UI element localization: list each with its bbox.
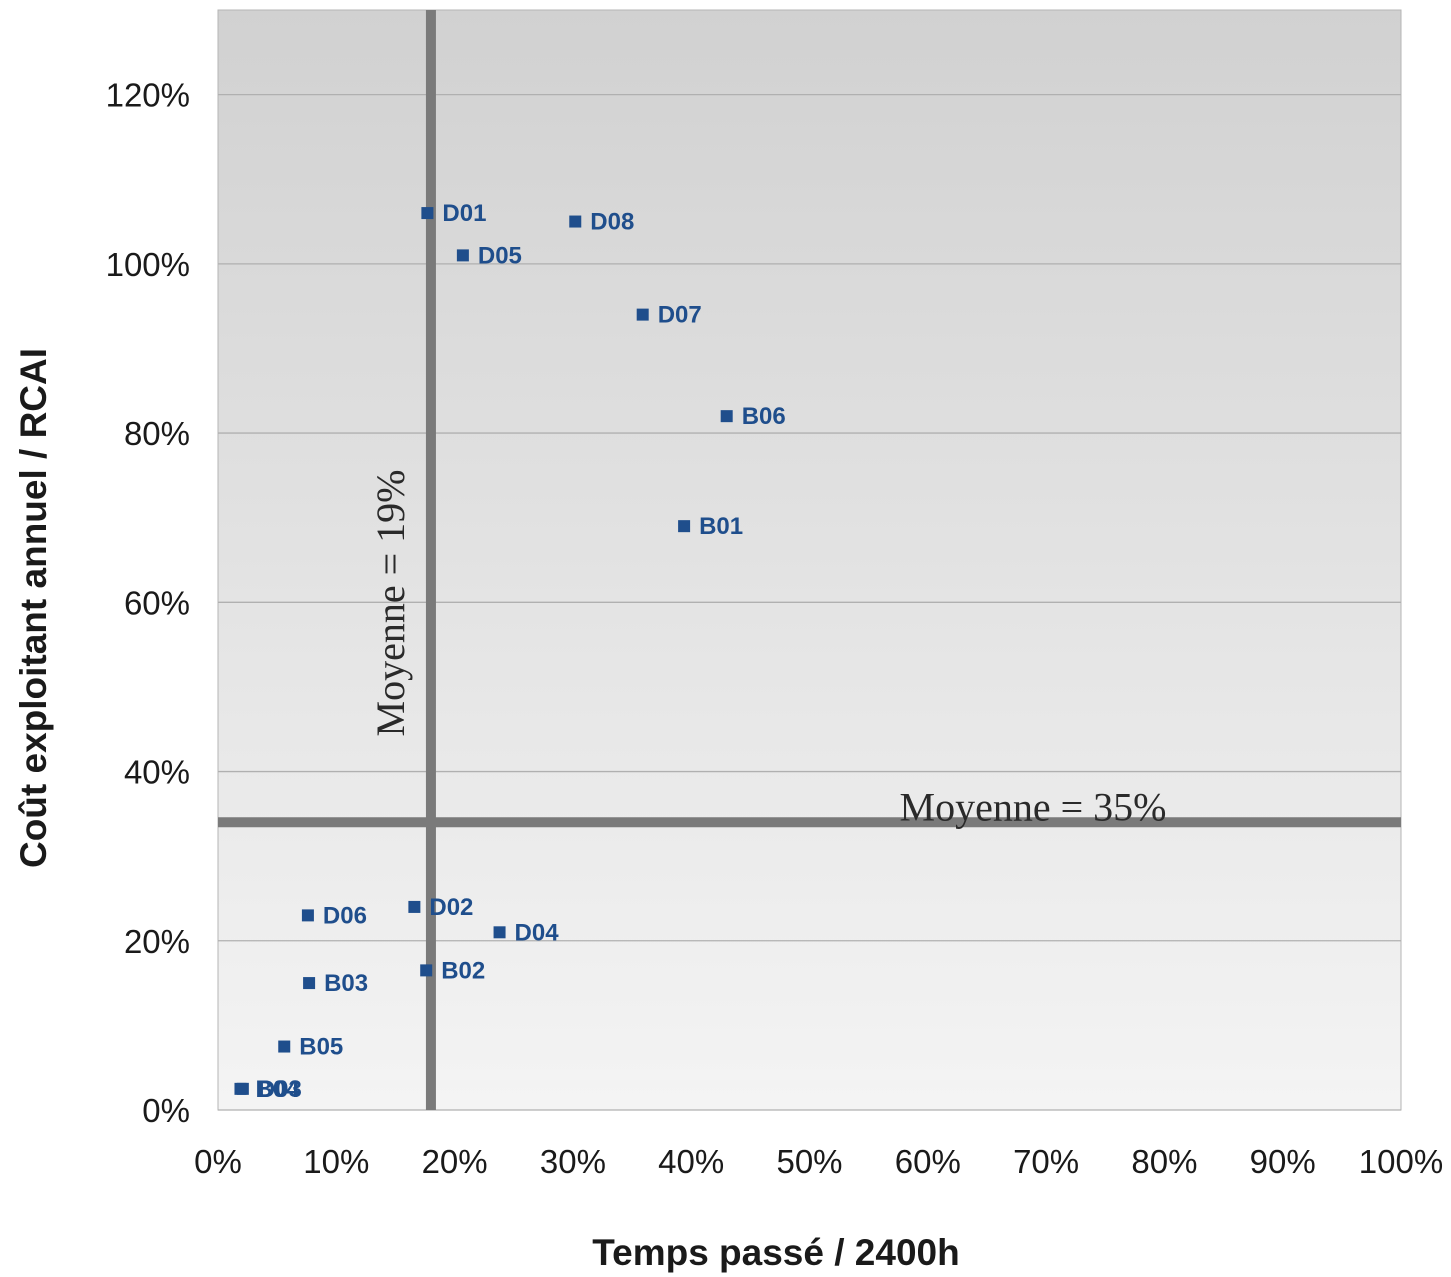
y-axis-title: Coût exploitant annuel / RCAI	[13, 348, 54, 868]
data-point-d02	[408, 900, 421, 913]
y-tick-label: 100%	[106, 246, 190, 283]
mean-label-x: Moyenne = 19%	[368, 470, 413, 737]
plot-area	[217, 9, 1402, 1111]
data-point-b02	[420, 964, 433, 977]
x-tick-label: 80%	[1131, 1143, 1197, 1180]
data-label-b04: B04	[255, 1076, 300, 1103]
data-label-d05: D05	[478, 242, 522, 269]
data-label-d04: D04	[515, 919, 560, 946]
data-label-d06: D06	[323, 902, 367, 929]
data-label-d01: D01	[442, 200, 486, 227]
x-tick-label: 0%	[194, 1143, 242, 1180]
y-tick-label: 60%	[124, 584, 190, 621]
data-point-b06	[720, 410, 733, 423]
y-tick-label: 120%	[106, 77, 190, 114]
y-tick-label: 40%	[124, 754, 190, 791]
mean-lines: Moyenne = 19% Moyenne = 35%	[218, 10, 1401, 1110]
x-tick-labels: 0% 10% 20% 30% 40% 50% 60% 70% 80% 90% 100%	[194, 1143, 1443, 1180]
data-point-b05	[278, 1040, 291, 1053]
data-label-d02: D02	[429, 894, 473, 921]
y-tick-label: 0%	[142, 1092, 190, 1129]
y-tick-labels: 0% 20% 40% 60% 80% 100% 120%	[106, 77, 190, 1129]
data-label-d03: D03	[258, 1076, 302, 1103]
data-label-d08: D08	[590, 209, 634, 236]
x-tick-label: 90%	[1250, 1143, 1316, 1180]
x-tick-label: 40%	[658, 1143, 724, 1180]
x-tick-label: 70%	[1013, 1143, 1079, 1180]
data-point-d07	[636, 308, 649, 321]
x-tick-label: 60%	[895, 1143, 961, 1180]
data-label-b06: B06	[742, 403, 786, 430]
data-point-d04	[493, 926, 506, 939]
mean-label-y: Moyenne = 35%	[900, 784, 1167, 829]
x-tick-label: 100%	[1359, 1143, 1443, 1180]
data-point-d06	[301, 909, 314, 922]
x-tick-label: 30%	[540, 1143, 606, 1180]
y-tick-label: 80%	[124, 415, 190, 452]
data-point-d03	[236, 1082, 249, 1095]
x-axis-title: Temps passé / 2400h	[592, 1232, 959, 1273]
data-label-b02: B02	[441, 957, 485, 984]
data-point-d05	[456, 249, 469, 262]
y-tick-label: 20%	[124, 923, 190, 960]
data-label-b01: B01	[699, 513, 743, 540]
x-tick-label: 10%	[303, 1143, 369, 1180]
data-points: D01 D08 D05 D07 B06 B01 D06 D02 D04 B02 B03 B05 B04D…	[234, 200, 786, 1103]
x-tick-label: 50%	[776, 1143, 842, 1180]
data-point-d01	[421, 207, 434, 220]
x-tick-label: 20%	[422, 1143, 488, 1180]
data-label-d07: D07	[658, 302, 702, 329]
data-point-b01	[678, 520, 691, 533]
data-label-b05: B05	[299, 1034, 343, 1061]
data-label-b03: B03	[324, 970, 368, 997]
data-point-d08	[569, 215, 582, 228]
gridlines	[218, 93, 1401, 1111]
data-point-b03	[303, 977, 316, 990]
